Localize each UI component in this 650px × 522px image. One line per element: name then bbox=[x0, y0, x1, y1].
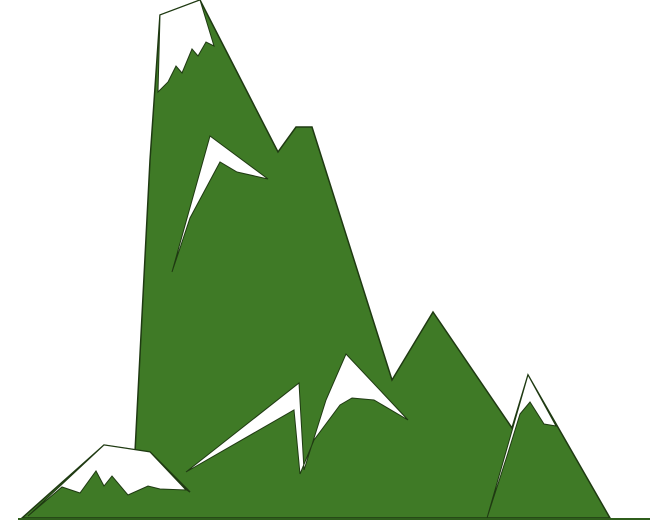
snow-streak-middle-ridge bbox=[185, 353, 409, 475]
snow-cap-left-foothill bbox=[27, 444, 188, 517]
mountain-silhouette bbox=[20, 0, 612, 519]
snow-streak-upper bbox=[171, 135, 269, 273]
snow-cap-tall-peak bbox=[157, 0, 215, 94]
snow-cap-right-peak bbox=[486, 373, 557, 519]
